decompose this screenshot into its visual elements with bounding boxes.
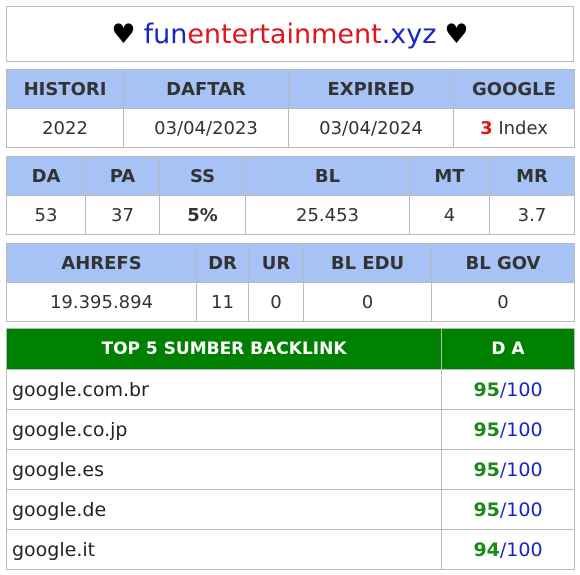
ur-value: 0 — [248, 282, 304, 322]
backlink-domain: google.es — [6, 449, 442, 490]
backlink-da-separator: / — [499, 538, 507, 561]
google-index-count: 3 — [480, 117, 493, 139]
backlink-da-max: 100 — [506, 538, 543, 561]
table-row: google.com.br 95/100 — [6, 369, 575, 410]
bl-gov-value: 0 — [431, 282, 575, 322]
backlink-da-max: 100 — [506, 418, 543, 441]
ahrefs-header: AHREFS — [6, 243, 197, 283]
heart-icon: ♥ — [111, 18, 136, 50]
site-name: funentertainment.xyz — [144, 19, 437, 50]
metrics-table: DA PA SS BL MT MR 53 37 5% 25.453 4 3.7 — [6, 156, 575, 235]
pa-header: PA — [85, 156, 160, 196]
ss-header: SS — [159, 156, 246, 196]
backlink-da-max: 100 — [506, 498, 543, 521]
mt-value: 4 — [409, 195, 490, 235]
bl-value: 25.453 — [245, 195, 410, 235]
backlink-da: 95/100 — [441, 489, 575, 530]
backlink-da-value: 95 — [473, 498, 500, 521]
backlink-table: TOP 5 SUMBER BACKLINK D A google.com.br … — [6, 328, 575, 570]
dr-value: 11 — [196, 282, 249, 322]
site-name-part2: entertainment — [187, 18, 382, 50]
backlink-da-value: 95 — [473, 378, 500, 401]
google-header: GOOGLE — [453, 69, 575, 109]
google-index-value: 3 Index — [453, 108, 575, 148]
site-title-banner: ♥ funentertainment.xyz ♥ — [6, 6, 574, 62]
site-name-part3: .xyz — [381, 18, 437, 50]
backlink-da: 95/100 — [441, 449, 575, 490]
backlink-da: 95/100 — [441, 409, 575, 450]
mr-header: MR — [489, 156, 575, 196]
ur-header: UR — [248, 243, 304, 283]
bl-gov-header: BL GOV — [431, 243, 575, 283]
da-value: 53 — [6, 195, 86, 235]
backlink-da-separator: / — [499, 418, 507, 441]
backlink-da-header: D A — [441, 328, 575, 370]
backlink-da-value: 94 — [473, 538, 500, 561]
heart-icon: ♥ — [444, 18, 469, 50]
bl-header: BL — [245, 156, 410, 196]
backlink-da-separator: / — [499, 458, 507, 481]
table-row: google.co.jp 95/100 — [6, 409, 575, 450]
backlink-da: 94/100 — [441, 529, 575, 570]
da-header: DA — [6, 156, 86, 196]
backlink-da-value: 95 — [473, 458, 500, 481]
ahrefs-value: 19.395.894 — [6, 282, 197, 322]
site-name-part1: fun — [143, 18, 188, 50]
backlink-da-separator: / — [499, 498, 507, 521]
backlink-da-max: 100 — [506, 458, 543, 481]
table-row: google.it 94/100 — [6, 529, 575, 570]
backlink-source-header: TOP 5 SUMBER BACKLINK — [6, 328, 442, 370]
daftar-header: DAFTAR — [123, 69, 289, 109]
backlink-da-separator: / — [499, 378, 507, 401]
mr-value: 3.7 — [489, 195, 575, 235]
bl-edu-value: 0 — [303, 282, 432, 322]
backlink-da-value: 95 — [473, 418, 500, 441]
backlink-domain: google.de — [6, 489, 442, 530]
backlink-domain: google.co.jp — [6, 409, 442, 450]
histori-header: HISTORI — [6, 69, 124, 109]
pa-value: 37 — [85, 195, 160, 235]
google-index-label: Index — [498, 117, 548, 139]
backlink-da-max: 100 — [506, 378, 543, 401]
mt-header: MT — [409, 156, 490, 196]
daftar-value: 03/04/2023 — [123, 108, 289, 148]
expired-value: 03/04/2024 — [288, 108, 454, 148]
expired-header: EXPIRED — [288, 69, 454, 109]
links-table: AHREFS DR UR BL EDU BL GOV 19.395.894 11… — [6, 243, 575, 322]
history-table: HISTORI DAFTAR EXPIRED GOOGLE 2022 03/04… — [6, 69, 575, 148]
histori-value: 2022 — [6, 108, 124, 148]
table-row: google.es 95/100 — [6, 449, 575, 490]
backlink-da: 95/100 — [441, 369, 575, 410]
bl-edu-header: BL EDU — [303, 243, 432, 283]
dr-header: DR — [196, 243, 249, 283]
backlink-domain: google.com.br — [6, 369, 442, 410]
ss-value: 5% — [159, 195, 246, 235]
table-row: google.de 95/100 — [6, 489, 575, 530]
backlink-domain: google.it — [6, 529, 442, 570]
